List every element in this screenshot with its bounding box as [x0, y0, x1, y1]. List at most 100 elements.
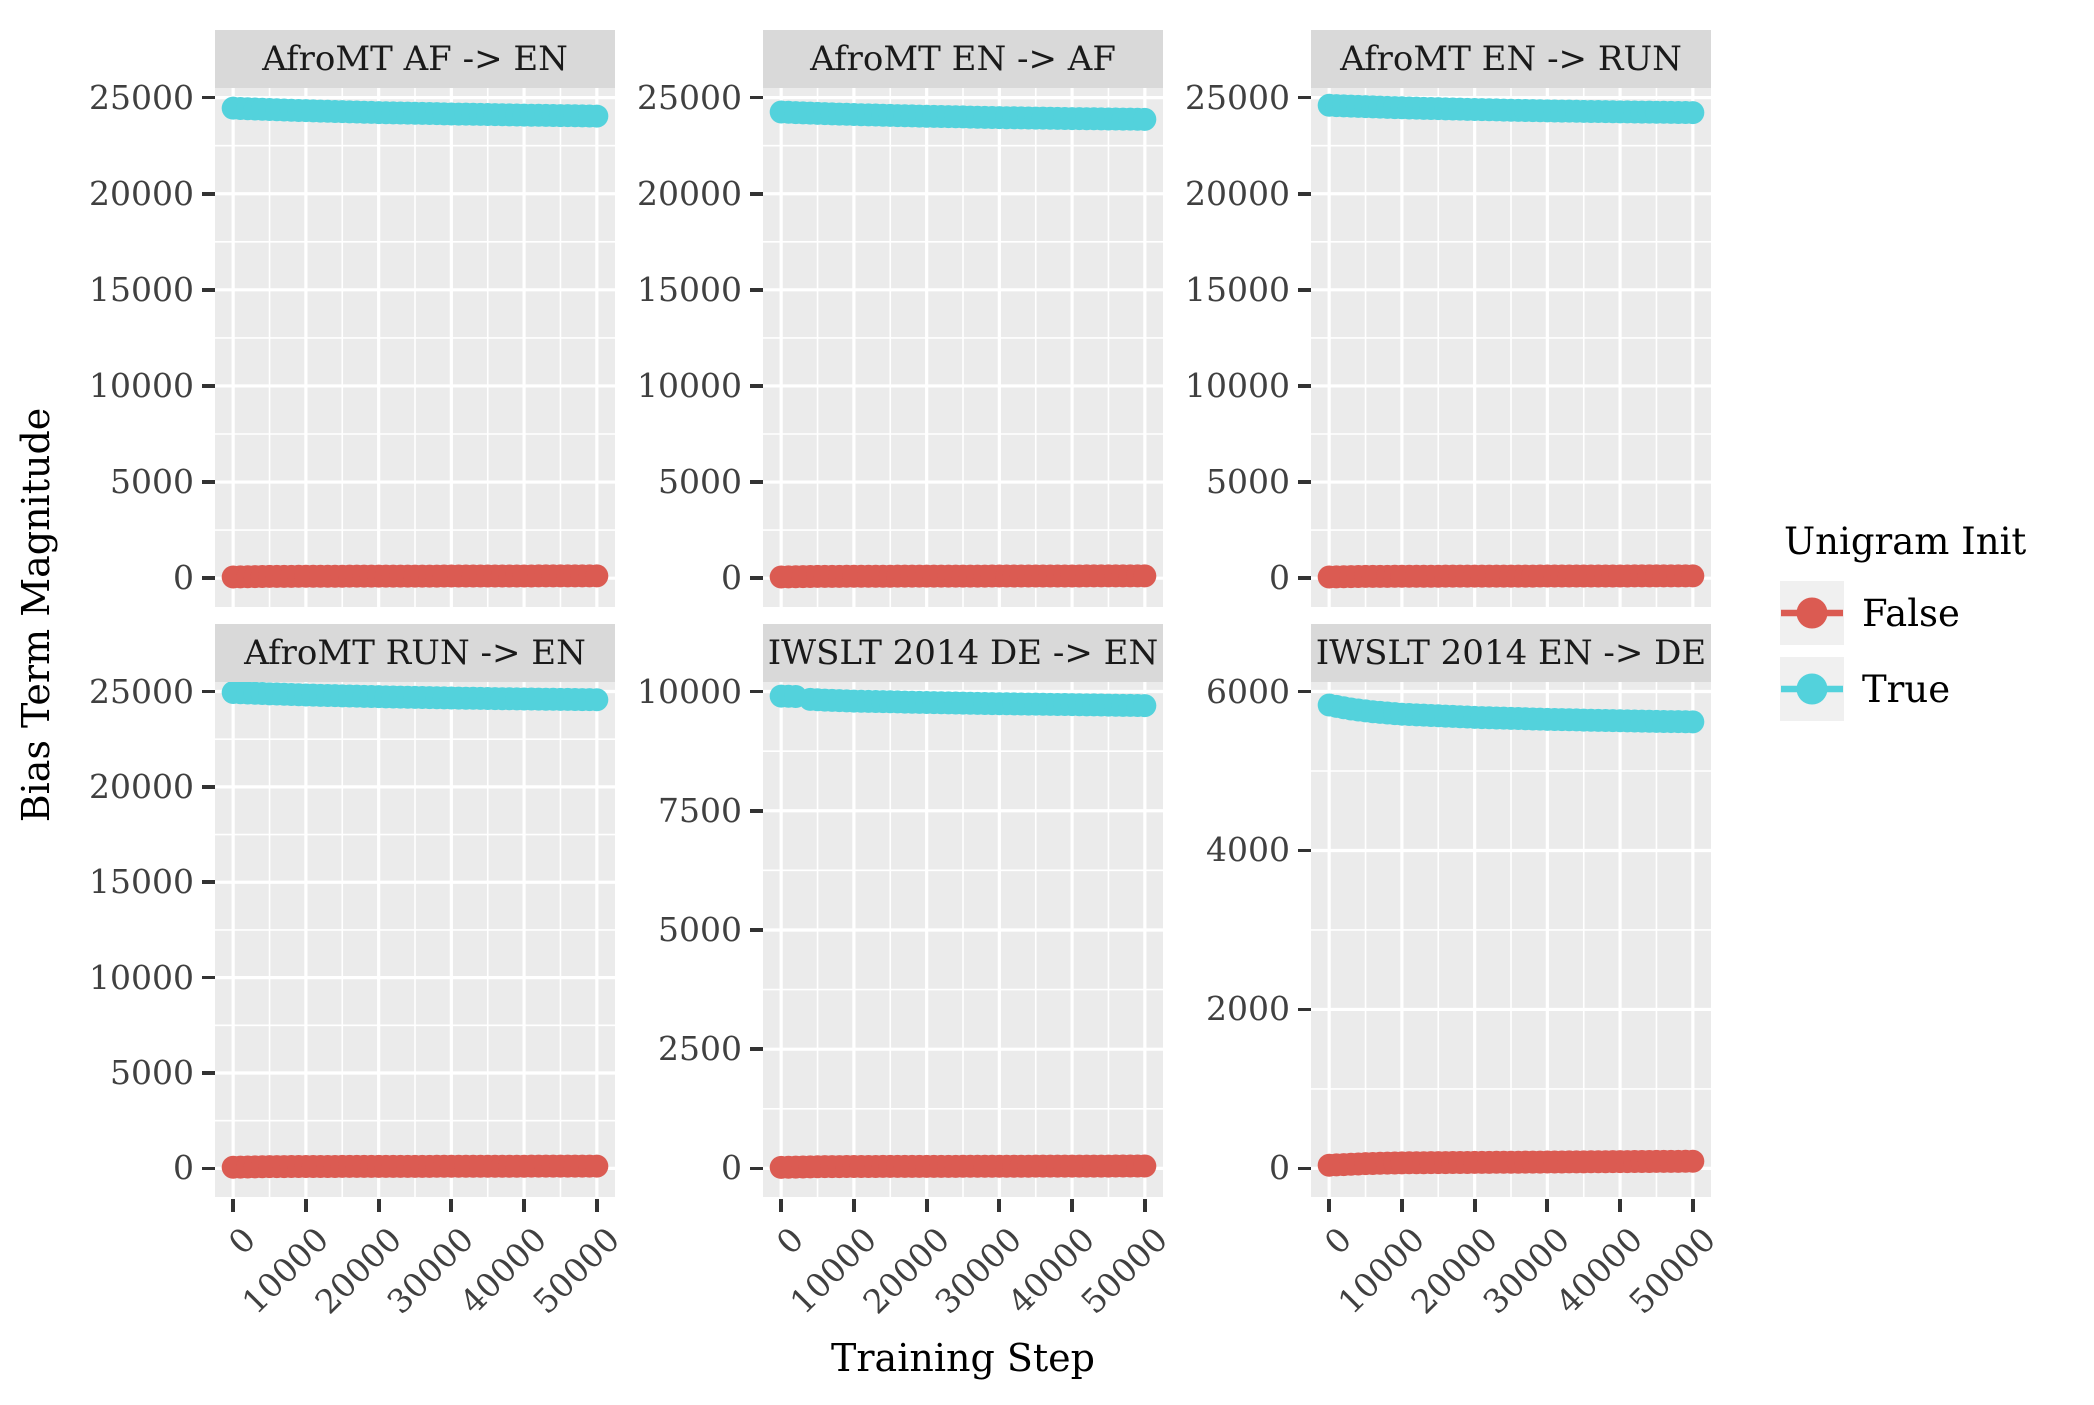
- y-tick-mark: [750, 928, 763, 932]
- y-tick-label: 10000: [89, 365, 194, 405]
- facet-title: IWSLT 2014 DE -> EN: [767, 633, 1159, 673]
- y-tick-label: 20000: [1185, 173, 1290, 213]
- facet-panel: [763, 88, 1163, 607]
- facet-panel: [763, 682, 1163, 1197]
- series-false-points: [221, 1154, 609, 1179]
- y-tick-label: 5000: [110, 1053, 194, 1093]
- series-false-points: [769, 1154, 1157, 1179]
- y-tick-mark: [750, 576, 763, 580]
- y-tick-label: 20000: [637, 173, 742, 213]
- panel-gridlines: [1311, 682, 1711, 1197]
- facet-strip: AfroMT AF -> EN: [215, 30, 615, 88]
- x-tick-mark: [1472, 1199, 1477, 1212]
- x-axis-title: Training Step: [831, 1336, 1095, 1380]
- x-tick-mark: [1142, 1199, 1147, 1212]
- y-tick-label: 5000: [658, 462, 742, 502]
- y-tick-label: 20000: [89, 766, 194, 806]
- y-tick-mark: [202, 95, 215, 100]
- y-tick-label: 4000: [1206, 830, 1290, 870]
- legend: Unigram Init False True: [1780, 520, 2026, 733]
- y-tick-label: 25000: [1185, 77, 1290, 117]
- y-tick-label: 20000: [89, 173, 194, 213]
- x-tick-mark: [1327, 1199, 1332, 1212]
- facet-title: AfroMT RUN -> EN: [244, 633, 586, 673]
- series-true-points: [221, 96, 609, 128]
- y-tick-mark: [750, 808, 763, 813]
- y-tick-mark: [1298, 95, 1311, 100]
- series-false-points: [769, 564, 1157, 589]
- x-tick-mark: [1399, 1199, 1404, 1212]
- y-tick-mark: [202, 785, 215, 789]
- y-tick-mark: [1298, 384, 1311, 388]
- x-tick-mark: [997, 1199, 1002, 1212]
- x-tick-mark: [851, 1199, 856, 1212]
- x-tick-mark: [594, 1199, 599, 1212]
- y-tick-label: 10000: [1185, 365, 1290, 405]
- legend-entry-true: True: [1780, 657, 2026, 721]
- series-true-points: [769, 100, 1157, 131]
- y-tick-mark: [750, 480, 763, 484]
- legend-entry-false: False: [1780, 581, 2026, 645]
- y-tick-mark: [750, 1047, 763, 1051]
- series-false-points: [221, 564, 609, 589]
- y-tick-mark: [202, 288, 215, 292]
- y-tick-mark: [202, 191, 215, 196]
- y-tick-mark: [1298, 689, 1311, 694]
- facet-title: AfroMT AF -> EN: [262, 39, 568, 79]
- y-tick-mark: [1298, 1166, 1311, 1171]
- y-tick-mark: [750, 95, 763, 100]
- x-tick-mark: [303, 1199, 308, 1212]
- legend-label-false: False: [1862, 591, 1960, 635]
- y-tick-mark: [202, 689, 215, 694]
- series-false-points: [1317, 564, 1705, 589]
- y-tick-mark: [750, 288, 763, 292]
- x-tick-mark: [231, 1199, 236, 1212]
- legend-label-true: True: [1862, 667, 1951, 711]
- facet-panel: [215, 682, 615, 1197]
- y-tick-mark: [1298, 480, 1311, 484]
- y-tick-mark: [750, 689, 763, 694]
- y-tick-mark: [202, 1071, 215, 1075]
- y-tick-label: 2500: [658, 1029, 742, 1069]
- y-tick-label: 15000: [89, 269, 194, 309]
- facet-strip: IWSLT 2014 DE -> EN: [763, 624, 1163, 682]
- y-tick-label: 0: [1269, 1148, 1290, 1188]
- y-tick-label: 5000: [658, 909, 742, 949]
- series-true-points: [221, 682, 609, 712]
- x-tick-mark: [449, 1199, 454, 1212]
- facet-strip: AfroMT EN -> RUN: [1311, 30, 1711, 88]
- x-tick-mark: [522, 1199, 527, 1212]
- y-tick-label: 0: [173, 558, 194, 598]
- panel-gridlines: [1311, 88, 1711, 607]
- facet-title: AfroMT EN -> AF: [810, 39, 1116, 79]
- x-tick-mark: [1545, 1199, 1550, 1212]
- x-tick-mark: [1618, 1199, 1623, 1212]
- y-tick-label: 25000: [637, 77, 742, 117]
- y-tick-mark: [202, 576, 215, 580]
- y-tick-label: 7500: [658, 790, 742, 830]
- y-tick-mark: [202, 384, 215, 388]
- facet-strip: IWSLT 2014 EN -> DE: [1311, 624, 1711, 682]
- y-tick-mark: [750, 384, 763, 388]
- y-tick-label: 10000: [89, 957, 194, 997]
- y-tick-mark: [202, 975, 215, 980]
- series-true-points: [769, 684, 1157, 718]
- facet-panel: [215, 88, 615, 607]
- y-tick-label: 10000: [637, 671, 742, 711]
- y-tick-mark: [202, 480, 215, 484]
- y-tick-label: 25000: [89, 671, 194, 711]
- x-tick-mark: [1070, 1199, 1075, 1212]
- y-tick-label: 6000: [1206, 671, 1290, 711]
- y-tick-mark: [1298, 848, 1311, 853]
- y-tick-label: 10000: [637, 365, 742, 405]
- y-tick-label: 5000: [110, 462, 194, 502]
- panel-gridlines: [763, 88, 1163, 607]
- facet-strip: AfroMT EN -> AF: [763, 30, 1163, 88]
- y-tick-label: 25000: [89, 77, 194, 117]
- facet-strip: AfroMT RUN -> EN: [215, 624, 615, 682]
- y-tick-mark: [750, 191, 763, 196]
- x-tick-mark: [376, 1199, 381, 1212]
- y-tick-label: 0: [721, 1148, 742, 1188]
- y-tick-label: 15000: [89, 862, 194, 902]
